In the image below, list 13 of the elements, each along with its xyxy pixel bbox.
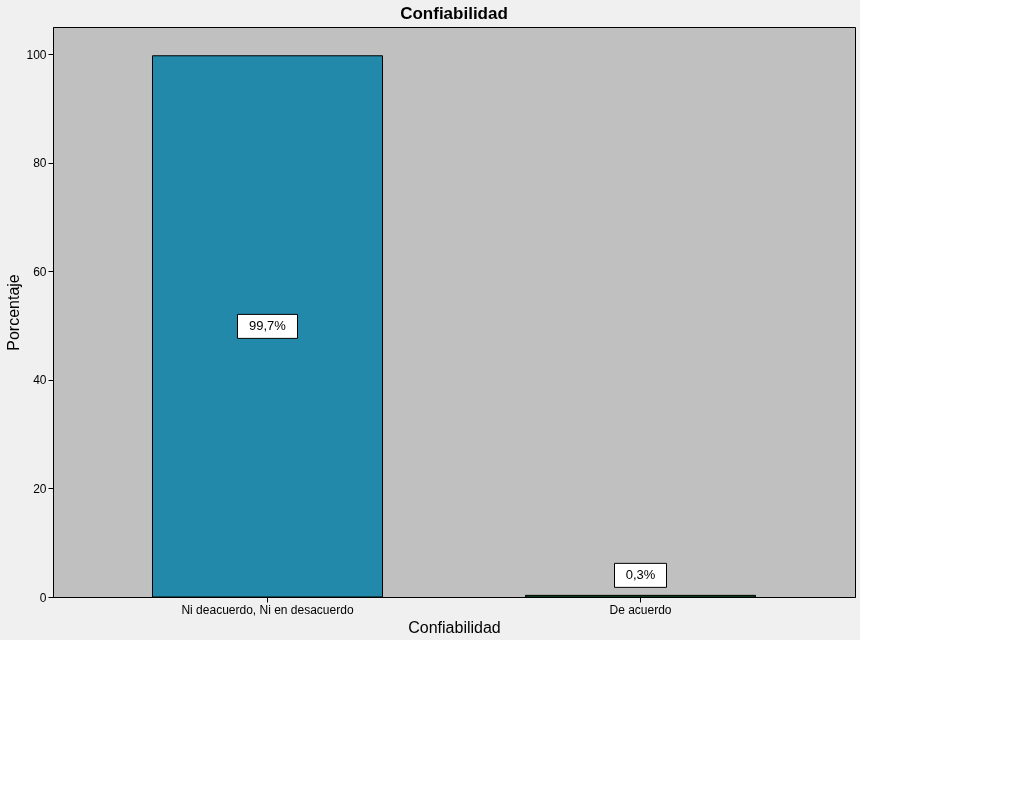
y-tick-label: 80: [33, 156, 47, 171]
y-tick-label: 0: [39, 590, 47, 605]
y-tick-label: 60: [33, 264, 47, 279]
y-tick-label: 40: [33, 373, 47, 388]
y-axis-title: Porcentaje: [5, 274, 23, 351]
x-tick-label: Ni deacuerdo, Ni en desacuerdo: [181, 602, 354, 617]
x-tick-label: De acuerdo: [609, 602, 672, 617]
data-label: 0,3%: [625, 567, 656, 583]
y-tick-label: 100: [26, 47, 47, 62]
chart-title: Confiabilidad: [400, 4, 508, 23]
data-label: 99,7%: [249, 318, 287, 334]
x-axis-title: Confiabilidad: [408, 618, 501, 636]
y-tick-label: 20: [33, 481, 47, 496]
